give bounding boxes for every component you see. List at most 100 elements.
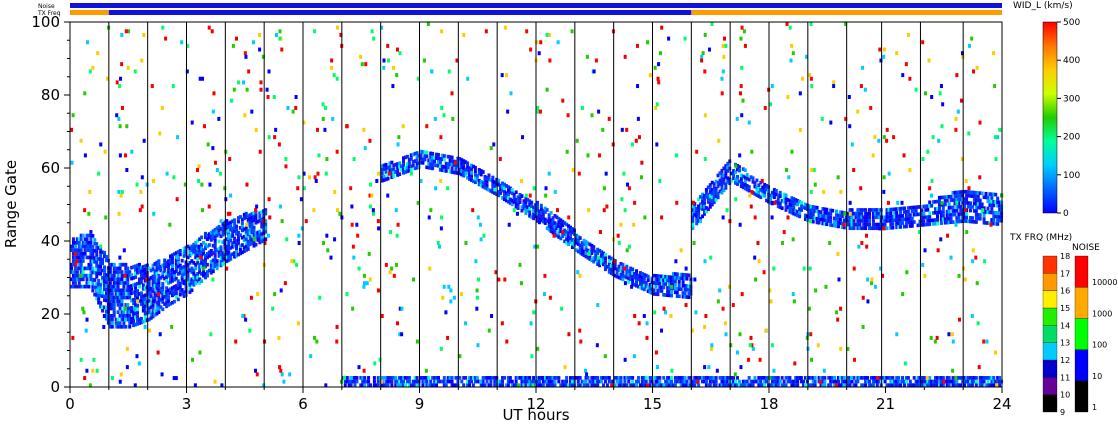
echo-cell [751, 379, 755, 384]
echo-cell [258, 218, 262, 223]
echo-cell [648, 290, 652, 294]
echo-cell [836, 220, 840, 225]
echo-cell [170, 293, 174, 298]
noise-cell [657, 62, 661, 67]
echo-cell [209, 234, 213, 239]
echo-cell [101, 261, 105, 266]
noise-cell [770, 200, 774, 205]
echo-cell [264, 230, 268, 234]
echo-cell [838, 217, 842, 222]
noise-cell [741, 98, 745, 103]
noise-cell [313, 175, 317, 180]
echo-cell [794, 201, 798, 206]
echo-cell [947, 205, 951, 210]
echo-cell [402, 376, 406, 380]
echo-cell [497, 189, 501, 194]
echo-cell [935, 199, 939, 204]
echo-cell [963, 383, 967, 387]
echo-cell [70, 248, 73, 252]
echo-cell [180, 258, 184, 263]
echo-cell [970, 383, 974, 387]
echo-cell [518, 200, 522, 204]
echo-cell [139, 273, 143, 277]
echo-cell [569, 225, 573, 230]
echo-cell [619, 383, 623, 387]
echo-cell [194, 248, 198, 252]
echo-cell [873, 208, 877, 212]
echo-cell [702, 212, 706, 216]
echo-cell [248, 220, 252, 225]
echo-cell [978, 213, 982, 217]
echo-cell [860, 376, 864, 380]
echo-cell [504, 184, 508, 188]
echo-cell [675, 376, 679, 380]
echo-cell [73, 281, 77, 285]
echo-cell [592, 248, 596, 253]
echo-cell [213, 238, 217, 243]
noise-cell [386, 58, 390, 63]
noise-cell [444, 310, 448, 315]
noise-cell [280, 47, 284, 52]
echo-cell [229, 224, 233, 228]
noise-cell [503, 25, 507, 30]
echo-cell [493, 184, 497, 188]
echo-cell [741, 181, 745, 186]
echo-cell [468, 376, 472, 380]
echo-cell [87, 248, 91, 252]
noise-cell [561, 230, 565, 235]
echo-cell [963, 197, 967, 201]
echo-cell [807, 215, 811, 220]
noise-cell [956, 109, 960, 114]
echo-cell [899, 379, 903, 384]
noise-cell [754, 277, 758, 282]
noise-cell [433, 116, 437, 121]
echo-cell [89, 251, 93, 256]
echo-cell [419, 149, 423, 154]
echo-cell [685, 276, 689, 281]
echo-cell [499, 191, 503, 195]
echo-cell [565, 383, 569, 387]
echo-cell [151, 281, 155, 286]
echo-cell [514, 205, 518, 209]
noise-cell [565, 149, 569, 154]
echo-cell [167, 259, 171, 263]
echo-cell [499, 379, 503, 384]
echo-cell [75, 284, 79, 289]
echo-cell [382, 174, 386, 179]
echo-cell [668, 278, 672, 283]
noise-cell [873, 284, 877, 289]
echo-cell [642, 287, 646, 292]
echo-cell [501, 181, 505, 186]
echo-cell [524, 207, 528, 212]
noise-cell [869, 105, 873, 110]
echo-cell [532, 376, 536, 380]
noise-cell [747, 120, 751, 125]
echo-cell [151, 285, 155, 290]
echo-cell [79, 237, 83, 241]
echo-cell [600, 379, 604, 384]
echo-cell [920, 379, 924, 384]
x-tick-label: 3 [182, 395, 192, 413]
noise-cell [126, 29, 130, 34]
noise-cell [839, 189, 843, 194]
echo-cell [949, 220, 953, 225]
echo-cell [675, 276, 679, 280]
echo-cell [926, 218, 930, 223]
echo-cell [433, 383, 437, 387]
echo-cell [491, 190, 495, 194]
noise-cell [930, 95, 934, 99]
echo-cell [128, 295, 132, 300]
echo-cell [899, 225, 903, 229]
echo-cell [190, 259, 194, 263]
echo-cell [580, 244, 584, 249]
echo-cell [91, 285, 95, 289]
echo-cell [897, 383, 901, 387]
echo-cell [846, 222, 850, 227]
noise-cell [73, 251, 77, 256]
echo-cell [699, 202, 703, 206]
echo-cell [891, 214, 895, 219]
noise-cell [91, 368, 95, 373]
echo-cell [621, 277, 625, 282]
echo-cell [866, 211, 870, 216]
echo-cell [132, 323, 136, 328]
